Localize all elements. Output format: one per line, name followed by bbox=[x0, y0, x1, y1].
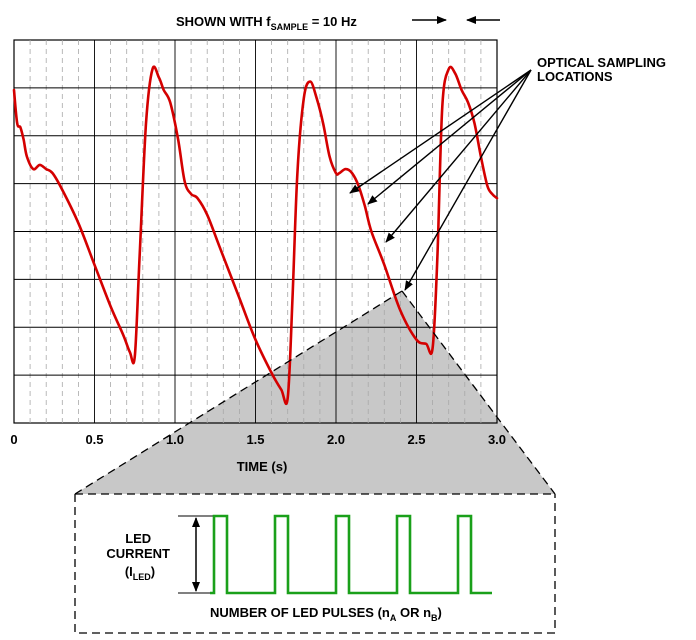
x-axis-ticks: 0 0.5 1.0 1.5 2.0 2.5 3.0 bbox=[10, 432, 506, 447]
sampling-arrow-3 bbox=[385, 69, 532, 243]
ppg-waveform bbox=[12, 65, 499, 406]
sample-rate-note: SHOWN WITH fSAMPLE = 10 Hz bbox=[176, 14, 357, 32]
sampling-locations-label: OPTICAL SAMPLING LOCATIONS bbox=[537, 55, 670, 84]
callout-line-right bbox=[401, 290, 556, 495]
sampling-arrows bbox=[349, 69, 532, 291]
x-tick-label: 0.5 bbox=[85, 432, 103, 447]
led-pulses-label: NUMBER OF LED PULSES (nA OR nB) bbox=[210, 605, 442, 623]
x-tick-label: 2.5 bbox=[407, 432, 425, 447]
led-current-label: LED CURRENT (ILED) bbox=[106, 531, 173, 582]
sampling-arrow-2 bbox=[367, 69, 532, 205]
x-axis-label: TIME (s) bbox=[237, 459, 288, 474]
led-pulse-train bbox=[210, 514, 492, 595]
x-tick-label: 3.0 bbox=[488, 432, 506, 447]
sampling-arrow-4 bbox=[404, 69, 532, 291]
x-tick-label: 0 bbox=[10, 432, 17, 447]
x-tick-label: 1.5 bbox=[246, 432, 264, 447]
zoom-callout-triangle bbox=[75, 291, 555, 494]
inset-box bbox=[74, 494, 556, 634]
sampling-arrow-1 bbox=[349, 69, 532, 194]
plot-grid bbox=[14, 40, 497, 423]
x-tick-label: 1.0 bbox=[166, 432, 184, 447]
x-tick-label: 2.0 bbox=[327, 432, 345, 447]
